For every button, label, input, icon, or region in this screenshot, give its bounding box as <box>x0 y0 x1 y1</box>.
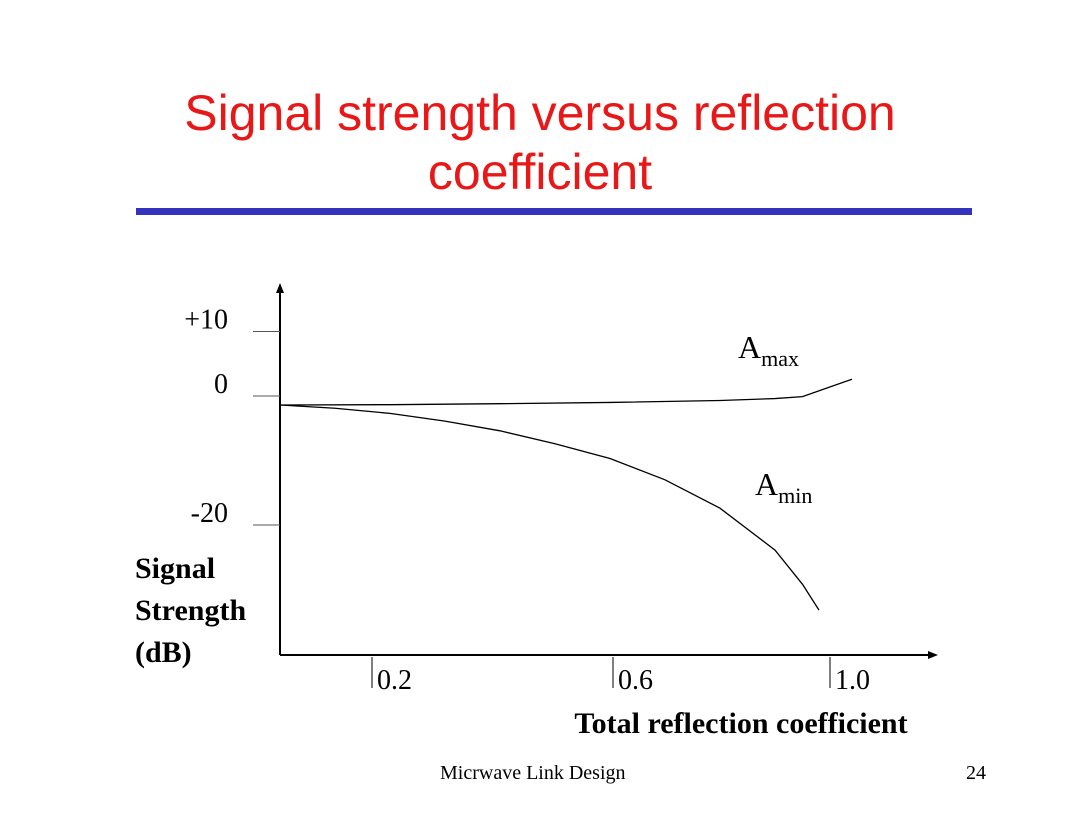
x-axis-arrow <box>928 651 938 659</box>
series-label-main: A <box>755 466 778 502</box>
series-label-main: A <box>738 329 761 365</box>
series-line-min <box>279 404 820 611</box>
series-label-subscript: min <box>778 483 812 508</box>
series-line-max <box>279 378 853 406</box>
footer-text: Micrwave Link Design <box>440 762 626 784</box>
series-label-subscript: max <box>761 346 799 371</box>
y-tick-label: -20 <box>191 498 228 529</box>
slide-title: Signal strength versus reflection coeffi… <box>184 85 896 200</box>
y-tick-label: +10 <box>184 305 228 336</box>
y-axis-label-line: Signal <box>135 552 215 585</box>
chart-series <box>279 378 853 611</box>
y-axis-label-line: (dB) <box>135 636 192 669</box>
x-tick-label: 1.0 <box>835 665 870 696</box>
series-label-max: Amax <box>738 329 799 371</box>
chart-axes <box>276 283 938 659</box>
y-axis-arrow <box>276 283 284 293</box>
y-axis-label-line: Strength <box>135 594 246 627</box>
series-label-min: Amin <box>755 466 812 508</box>
x-axis-label: Total reflection coefficient <box>574 707 907 740</box>
chart-ticks: +10 0 -20 0.2 0.6 1.0 <box>184 305 870 697</box>
x-tick-label: 0.6 <box>618 665 653 696</box>
x-tick-label: 0.2 <box>377 665 412 696</box>
page-number: 24 <box>966 762 986 784</box>
title-underline <box>136 208 972 215</box>
y-tick-label: 0 <box>214 369 228 400</box>
